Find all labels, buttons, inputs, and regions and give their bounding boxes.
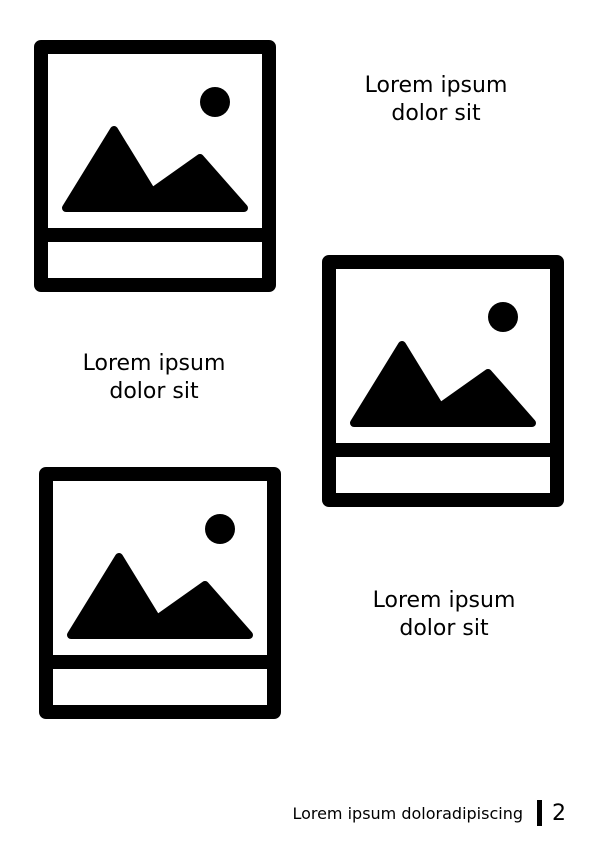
caption: Lorem ipsum dolor sit (82, 351, 226, 404)
caption: Lorem ipsum dolor sit (364, 73, 508, 126)
footer-divider (537, 800, 542, 826)
image-placeholder-icon (39, 467, 281, 719)
image-placeholder-icon (34, 40, 276, 292)
caption: Lorem ipsum dolor sit (372, 588, 516, 641)
image-placeholder-icon (322, 255, 564, 507)
page-number: 2 (552, 800, 566, 826)
footer-text: Lorem ipsum doloradipiscing (292, 803, 523, 823)
page-footer: Lorem ipsum doloradipiscing 2 (292, 798, 566, 828)
